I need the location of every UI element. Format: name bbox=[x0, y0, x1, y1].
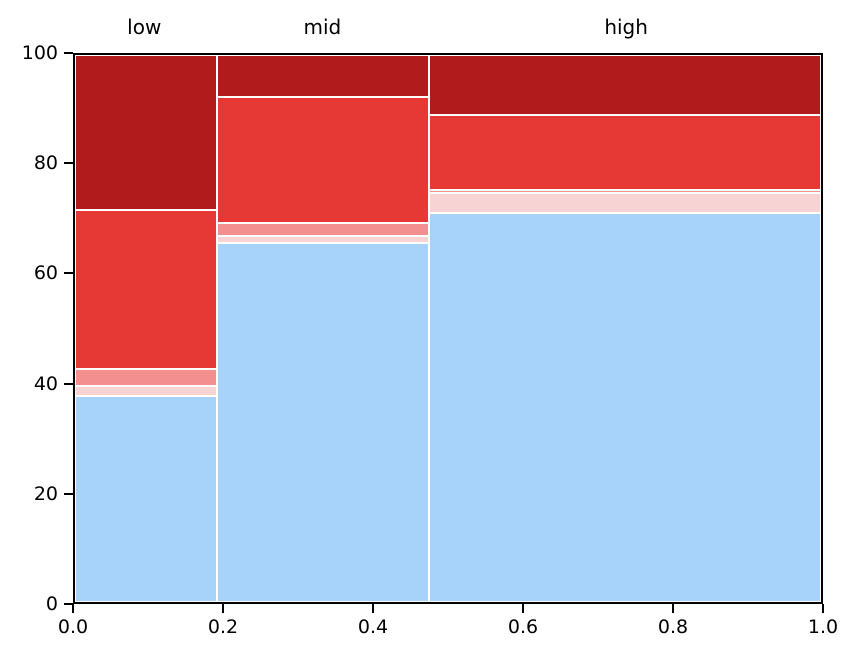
y-tick-label-20: 20 bbox=[33, 482, 58, 505]
y-tick-label-40: 40 bbox=[33, 372, 58, 395]
x-tick-mark-1.0 bbox=[822, 604, 824, 613]
x-tick-label-0.0: 0.0 bbox=[57, 616, 89, 638]
x-tick-label-1.0: 1.0 bbox=[807, 616, 839, 638]
x-tick-label-0.6: 0.6 bbox=[507, 616, 539, 638]
x-tick-label-0.8: 0.8 bbox=[657, 616, 689, 638]
x-tick-label-0.2: 0.2 bbox=[207, 616, 239, 638]
mosaic-cell-high-red bbox=[429, 114, 821, 190]
mosaic-cell-low-light-blue bbox=[75, 395, 217, 602]
y-tick-mark-100 bbox=[64, 52, 73, 54]
mosaic-cell-mid-light-blue bbox=[216, 242, 430, 602]
y-tick-label-0: 0 bbox=[45, 593, 58, 615]
mosaic-cell-mid-light-pink bbox=[216, 236, 430, 243]
mosaic-cell-high-light-blue bbox=[429, 212, 821, 602]
plot-area bbox=[73, 53, 823, 604]
y-tick-mark-20 bbox=[64, 492, 73, 495]
y-tick-mark-40 bbox=[64, 382, 73, 385]
y-tick-mark-80 bbox=[64, 162, 73, 165]
x-tick-mark-0.8 bbox=[672, 604, 674, 613]
x-tick-mark-0.0 bbox=[72, 604, 74, 613]
y-tick-label-60: 60 bbox=[33, 262, 58, 285]
x-tick-mark-0.6 bbox=[522, 604, 524, 613]
x-tick-label-0.4: 0.4 bbox=[357, 616, 389, 638]
x-tick-mark-0.2 bbox=[222, 604, 224, 613]
y-tick-label-80: 80 bbox=[33, 152, 58, 175]
mosaic-cell-mid-dark-red bbox=[216, 55, 430, 97]
mosaic-cell-mid-salmon bbox=[216, 223, 430, 237]
y-tick-mark-0 bbox=[64, 603, 73, 605]
mosaic-cell-low-red bbox=[75, 210, 217, 369]
mosaic-cell-low-light-pink bbox=[75, 386, 217, 396]
mosaic-cell-high-light-pink bbox=[429, 193, 821, 213]
column-label-low: low bbox=[127, 15, 162, 39]
mosaic-cell-high-salmon bbox=[429, 189, 821, 194]
mosaic-cell-low-dark-red bbox=[75, 55, 217, 211]
y-tick-mark-60 bbox=[64, 272, 73, 275]
mosaic-cell-high-dark-red bbox=[429, 55, 821, 115]
mosaic-cell-mid-red bbox=[216, 96, 430, 224]
column-label-mid: mid bbox=[303, 15, 342, 39]
x-tick-mark-0.4 bbox=[372, 604, 374, 613]
column-label-high: high bbox=[604, 15, 648, 39]
y-tick-label-100: 100 bbox=[21, 42, 58, 64]
mosaic-cell-low-salmon bbox=[75, 368, 217, 387]
